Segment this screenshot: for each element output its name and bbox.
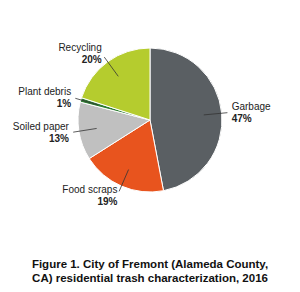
title-line: Figure 1. City of Fremont (Alameda Count… xyxy=(32,258,268,270)
slice xyxy=(82,48,150,120)
category-label: Garbage xyxy=(232,101,271,112)
data-label: Food scraps19% xyxy=(62,184,117,207)
value-label: 13% xyxy=(49,133,69,144)
data-label: Plant debris1% xyxy=(18,86,71,109)
value-label: 19% xyxy=(97,196,117,207)
data-label: Garbage47% xyxy=(232,101,271,124)
value-label: 1% xyxy=(57,98,72,109)
category-label: Plant debris xyxy=(18,86,71,97)
leader-line xyxy=(119,170,128,192)
category-label: Food scraps xyxy=(62,184,117,195)
slices xyxy=(78,48,222,192)
data-label: Soiled paper13% xyxy=(13,121,70,144)
labels: Garbage47% Food scraps19% Soiled paper13% P… xyxy=(13,42,271,207)
leader-line xyxy=(73,128,96,132)
category-label: Soiled paper xyxy=(13,121,70,132)
data-label: Recycling20% xyxy=(58,42,101,65)
category-label: Recycling xyxy=(58,42,101,53)
chart: Garbage47% Food scraps19% Soiled paper13% P… xyxy=(0,0,300,292)
value-label: 47% xyxy=(232,113,252,124)
slice xyxy=(150,48,222,191)
title: Figure 1. City of Fremont (Alameda Count… xyxy=(32,258,268,284)
value-label: 20% xyxy=(82,54,102,65)
title-line: CA) residential trash characterization, … xyxy=(32,272,268,284)
leader-line xyxy=(104,57,118,76)
leader-line xyxy=(75,98,98,105)
leader-line xyxy=(204,113,228,115)
